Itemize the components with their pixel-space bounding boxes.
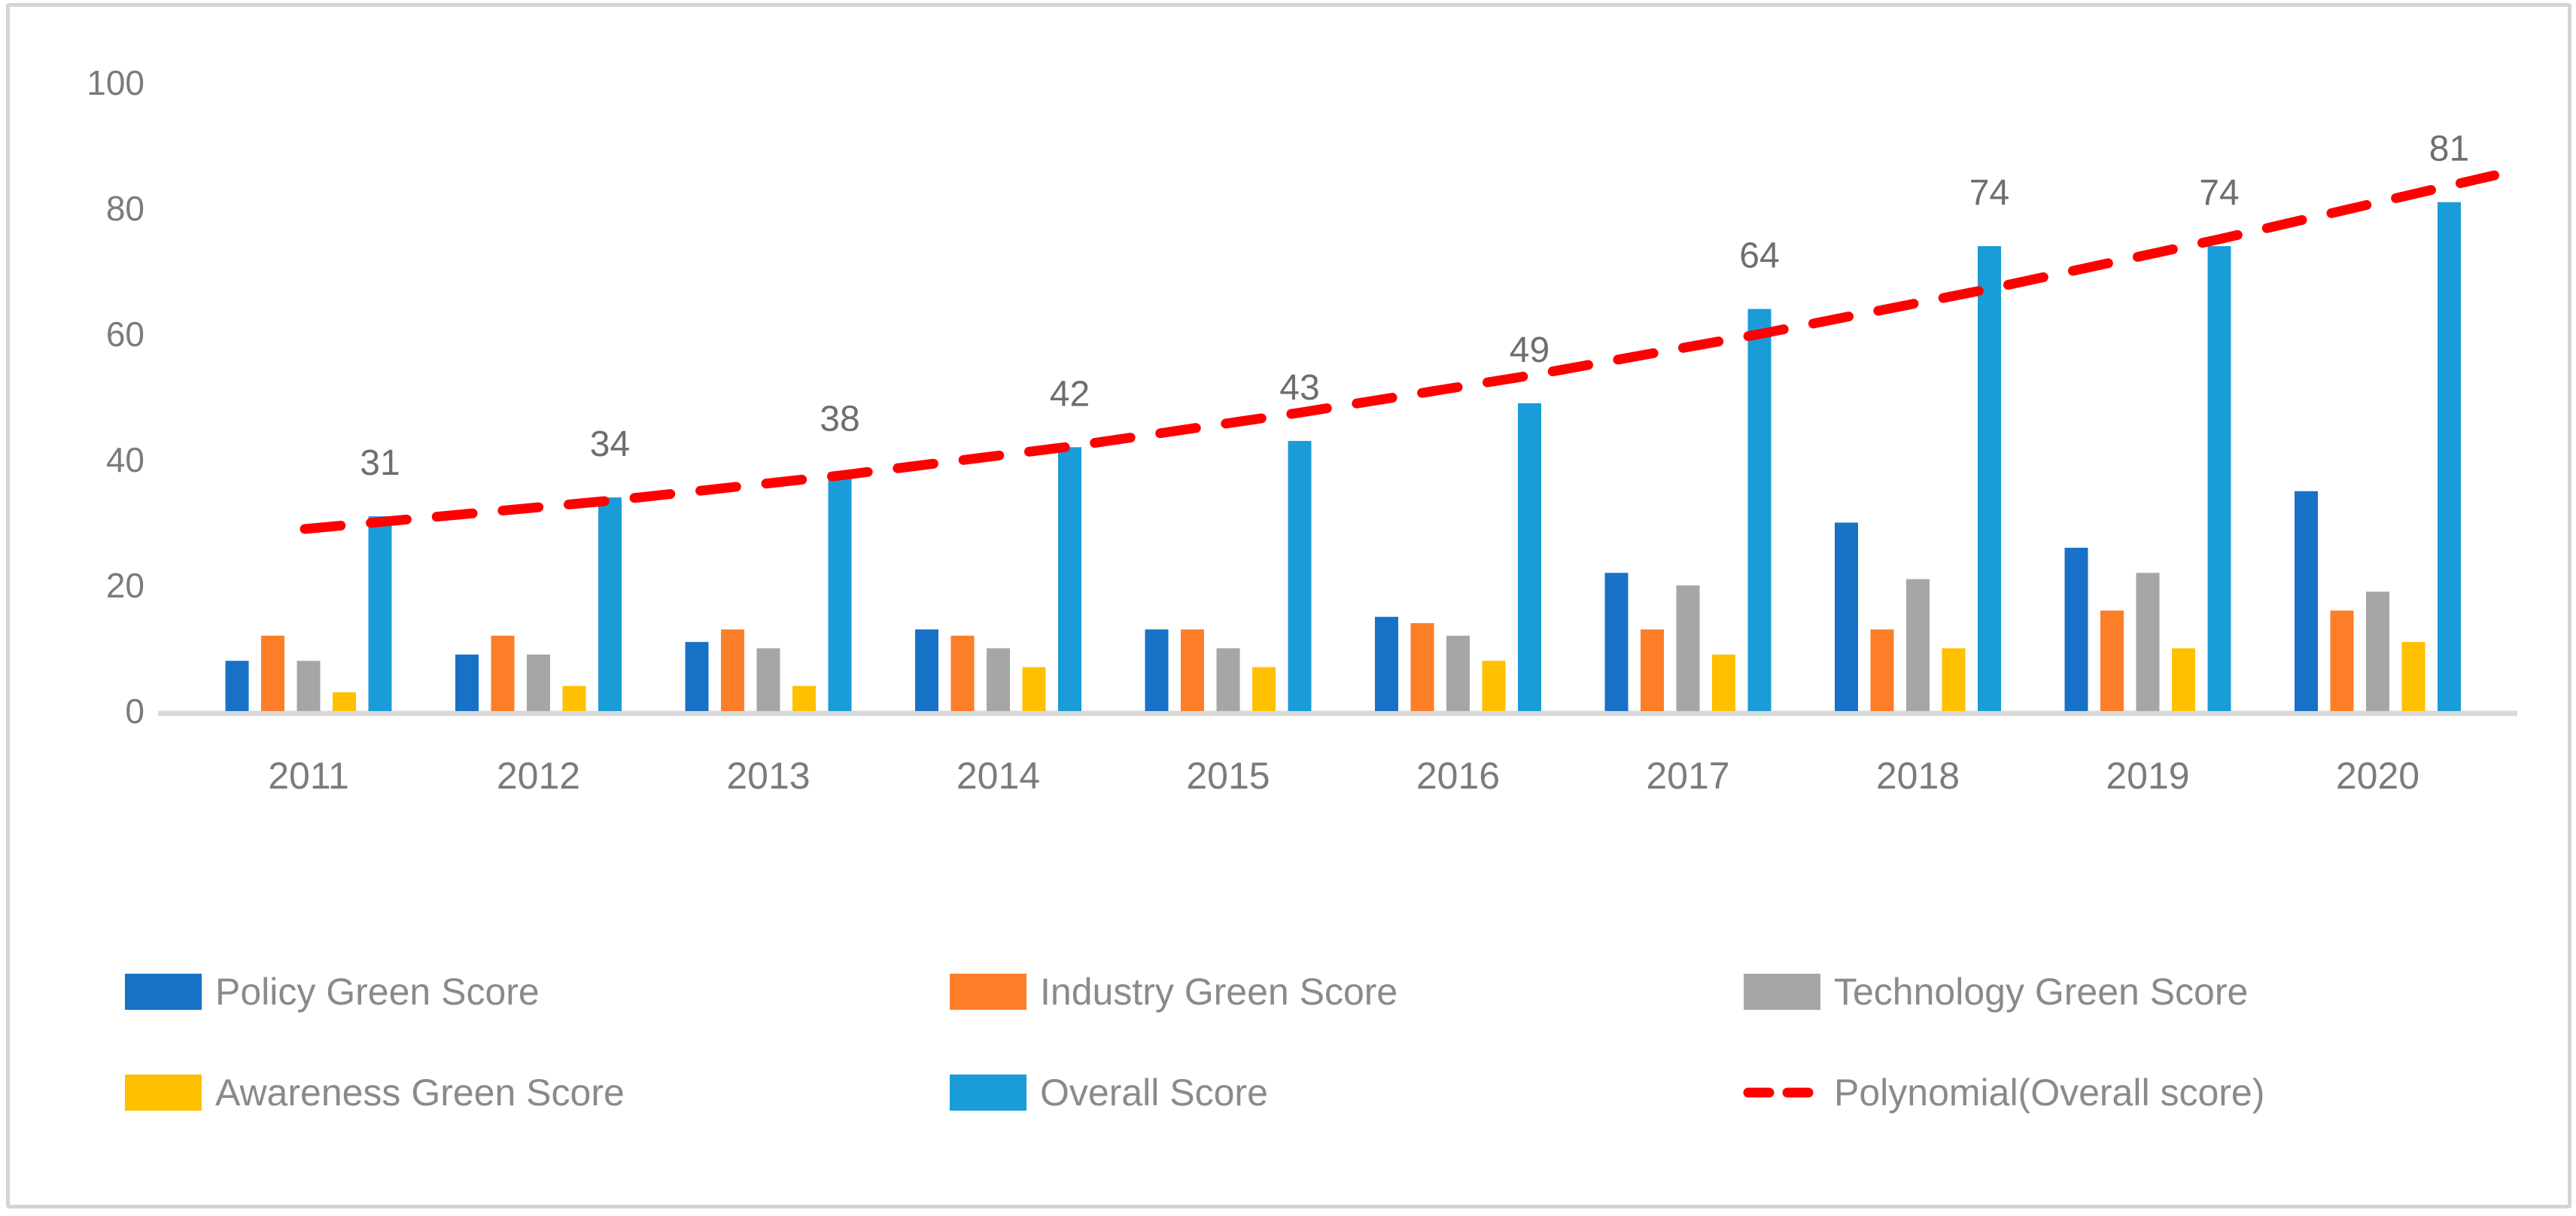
bar-overall-score-2016	[1518, 403, 1541, 711]
bar-technology-green-score-2019	[2136, 573, 2160, 711]
bar-overall-score-2012	[598, 497, 622, 711]
legend-label-awareness-green-score: Awareness Green Score	[215, 1072, 625, 1114]
bar-overall-score-2014	[1058, 447, 1081, 711]
bar-awareness-green-score-2018	[1942, 648, 1966, 711]
x-axis-category-label: 2016	[1416, 755, 1500, 797]
x-axis-category-label: 2015	[1186, 755, 1270, 797]
bar-technology-green-score-2018	[1906, 579, 1930, 711]
y-axis-tick-label: 0	[125, 692, 144, 731]
bar-policy-green-score-2020	[2295, 491, 2318, 711]
bar-awareness-green-score-2014	[1022, 667, 1046, 711]
bar-awareness-green-score-2011	[333, 692, 356, 711]
bar-industry-green-score-2011	[261, 635, 284, 711]
bar-industry-green-score-2016	[1410, 623, 1434, 711]
bar-overall-score-2017	[1747, 309, 1772, 712]
data-label: 31	[360, 443, 400, 483]
bar-technology-green-score-2013	[756, 648, 780, 711]
data-label: 43	[1279, 368, 1319, 408]
bar-industry-green-score-2020	[2330, 610, 2354, 711]
y-axis-tick-label: 100	[87, 63, 144, 102]
bar-awareness-green-score-2017	[1712, 654, 1735, 711]
bar-policy-green-score-2019	[2064, 547, 2088, 711]
bar-industry-green-score-2019	[2100, 610, 2124, 711]
bar-technology-green-score-2012	[527, 654, 550, 711]
bar-policy-green-score-2013	[685, 642, 709, 711]
data-label: 74	[2199, 173, 2239, 213]
x-axis-category-label: 2014	[956, 755, 1040, 797]
legend-label-polynomial-overall-score: Polynomial(Overall score)	[1834, 1072, 2264, 1114]
bar-policy-green-score-2015	[1145, 629, 1169, 711]
bar-technology-green-score-2015	[1216, 648, 1240, 711]
bar-overall-score-2019	[2207, 246, 2231, 712]
bar-awareness-green-score-2015	[1252, 667, 1276, 711]
bar-technology-green-score-2020	[2366, 591, 2389, 711]
data-label: 64	[1739, 236, 1779, 276]
bar-awareness-green-score-2016	[1482, 661, 1506, 711]
y-axis-tick-label: 60	[106, 315, 144, 354]
data-label: 42	[1050, 374, 1090, 414]
x-axis-category-label: 2019	[2106, 755, 2189, 797]
bar-technology-green-score-2011	[297, 661, 321, 711]
legend-swatch-overall-score	[950, 1075, 1026, 1111]
y-axis-tick-label: 40	[106, 440, 144, 479]
bar-overall-score-2015	[1288, 440, 1312, 711]
bar-policy-green-score-2018	[1835, 522, 1858, 711]
bar-overall-score-2020	[2438, 202, 2461, 711]
bar-industry-green-score-2015	[1181, 629, 1204, 711]
legend-label-technology-green-score: Technology Green Score	[1834, 971, 2248, 1013]
x-axis-category-label: 2011	[268, 755, 349, 797]
data-label: 34	[590, 424, 630, 464]
legend-swatch-technology-green-score	[1744, 974, 1820, 1010]
x-axis-category-label: 2013	[726, 755, 810, 797]
bar-industry-green-score-2018	[1870, 629, 1894, 711]
bar-overall-score-2011	[368, 516, 392, 711]
legend-swatch-industry-green-score	[950, 974, 1026, 1010]
bar-industry-green-score-2012	[491, 635, 515, 711]
x-axis-category-label: 2012	[497, 755, 580, 797]
bar-technology-green-score-2017	[1676, 585, 1700, 711]
legend-swatch-awareness-green-score	[125, 1075, 202, 1111]
bar-policy-green-score-2017	[1604, 573, 1629, 711]
x-axis-category-label: 2018	[1876, 755, 1960, 797]
bar-awareness-green-score-2012	[562, 686, 586, 711]
bar-awareness-green-score-2013	[792, 686, 816, 711]
polynomial-trendline	[300, 170, 2499, 534]
bar-industry-green-score-2017	[1641, 629, 1664, 711]
legend-label-industry-green-score: Industry Green Score	[1040, 971, 1397, 1013]
bar-policy-green-score-2011	[225, 661, 249, 711]
bar-policy-green-score-2012	[455, 654, 479, 711]
bar-overall-score-2013	[828, 472, 852, 711]
data-label: 74	[1969, 173, 2009, 213]
legend-swatch-policy-green-score	[125, 974, 202, 1010]
legend-label-overall-score: Overall Score	[1040, 1072, 1268, 1114]
data-label: 38	[820, 400, 859, 439]
bar-technology-green-score-2014	[987, 648, 1010, 711]
data-label: 49	[1510, 330, 1550, 370]
bar-overall-score-2018	[1978, 246, 2001, 712]
bar-technology-green-score-2016	[1446, 635, 1470, 711]
bar-awareness-green-score-2020	[2401, 642, 2425, 711]
bar-policy-green-score-2016	[1375, 616, 1398, 711]
bar-industry-green-score-2014	[950, 635, 975, 711]
x-axis-category-label: 2017	[1646, 755, 1729, 797]
data-label: 81	[2429, 129, 2469, 169]
bar-awareness-green-score-2019	[2172, 648, 2195, 711]
bar-policy-green-score-2014	[915, 629, 938, 711]
bar-industry-green-score-2013	[721, 629, 744, 711]
y-axis-tick-label: 20	[106, 566, 144, 605]
y-axis-tick-label: 80	[106, 189, 144, 228]
x-axis-category-label: 2020	[2336, 755, 2419, 797]
legend-label-policy-green-score: Policy Green Score	[215, 971, 540, 1013]
